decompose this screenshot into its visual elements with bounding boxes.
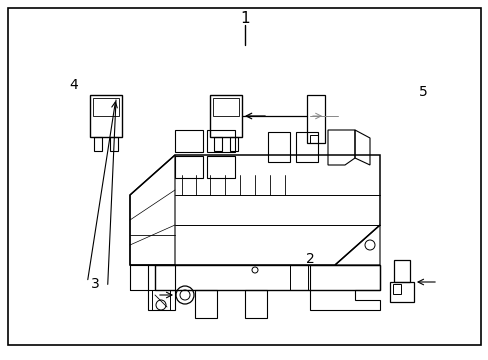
- Text: 1: 1: [240, 10, 249, 26]
- Bar: [94, 137, 102, 151]
- Bar: [175, 130, 203, 152]
- Bar: [214, 137, 222, 151]
- Bar: [175, 156, 203, 178]
- Bar: [393, 260, 409, 282]
- Bar: [195, 290, 217, 318]
- Bar: [244, 290, 266, 318]
- Bar: [229, 137, 238, 151]
- Text: 5: 5: [418, 85, 427, 99]
- Bar: [295, 132, 317, 162]
- Bar: [206, 156, 235, 178]
- Bar: [93, 98, 119, 116]
- Bar: [90, 95, 122, 137]
- Text: 3: 3: [91, 278, 100, 291]
- Bar: [289, 265, 307, 290]
- Text: 4: 4: [69, 78, 78, 91]
- Bar: [309, 135, 317, 143]
- Bar: [392, 284, 400, 294]
- Bar: [209, 95, 242, 137]
- Bar: [152, 290, 170, 310]
- Bar: [110, 137, 118, 151]
- Text: 2: 2: [305, 252, 314, 266]
- Bar: [267, 132, 289, 162]
- Bar: [389, 282, 413, 302]
- Bar: [213, 98, 239, 116]
- Bar: [206, 130, 235, 152]
- Bar: [306, 95, 325, 143]
